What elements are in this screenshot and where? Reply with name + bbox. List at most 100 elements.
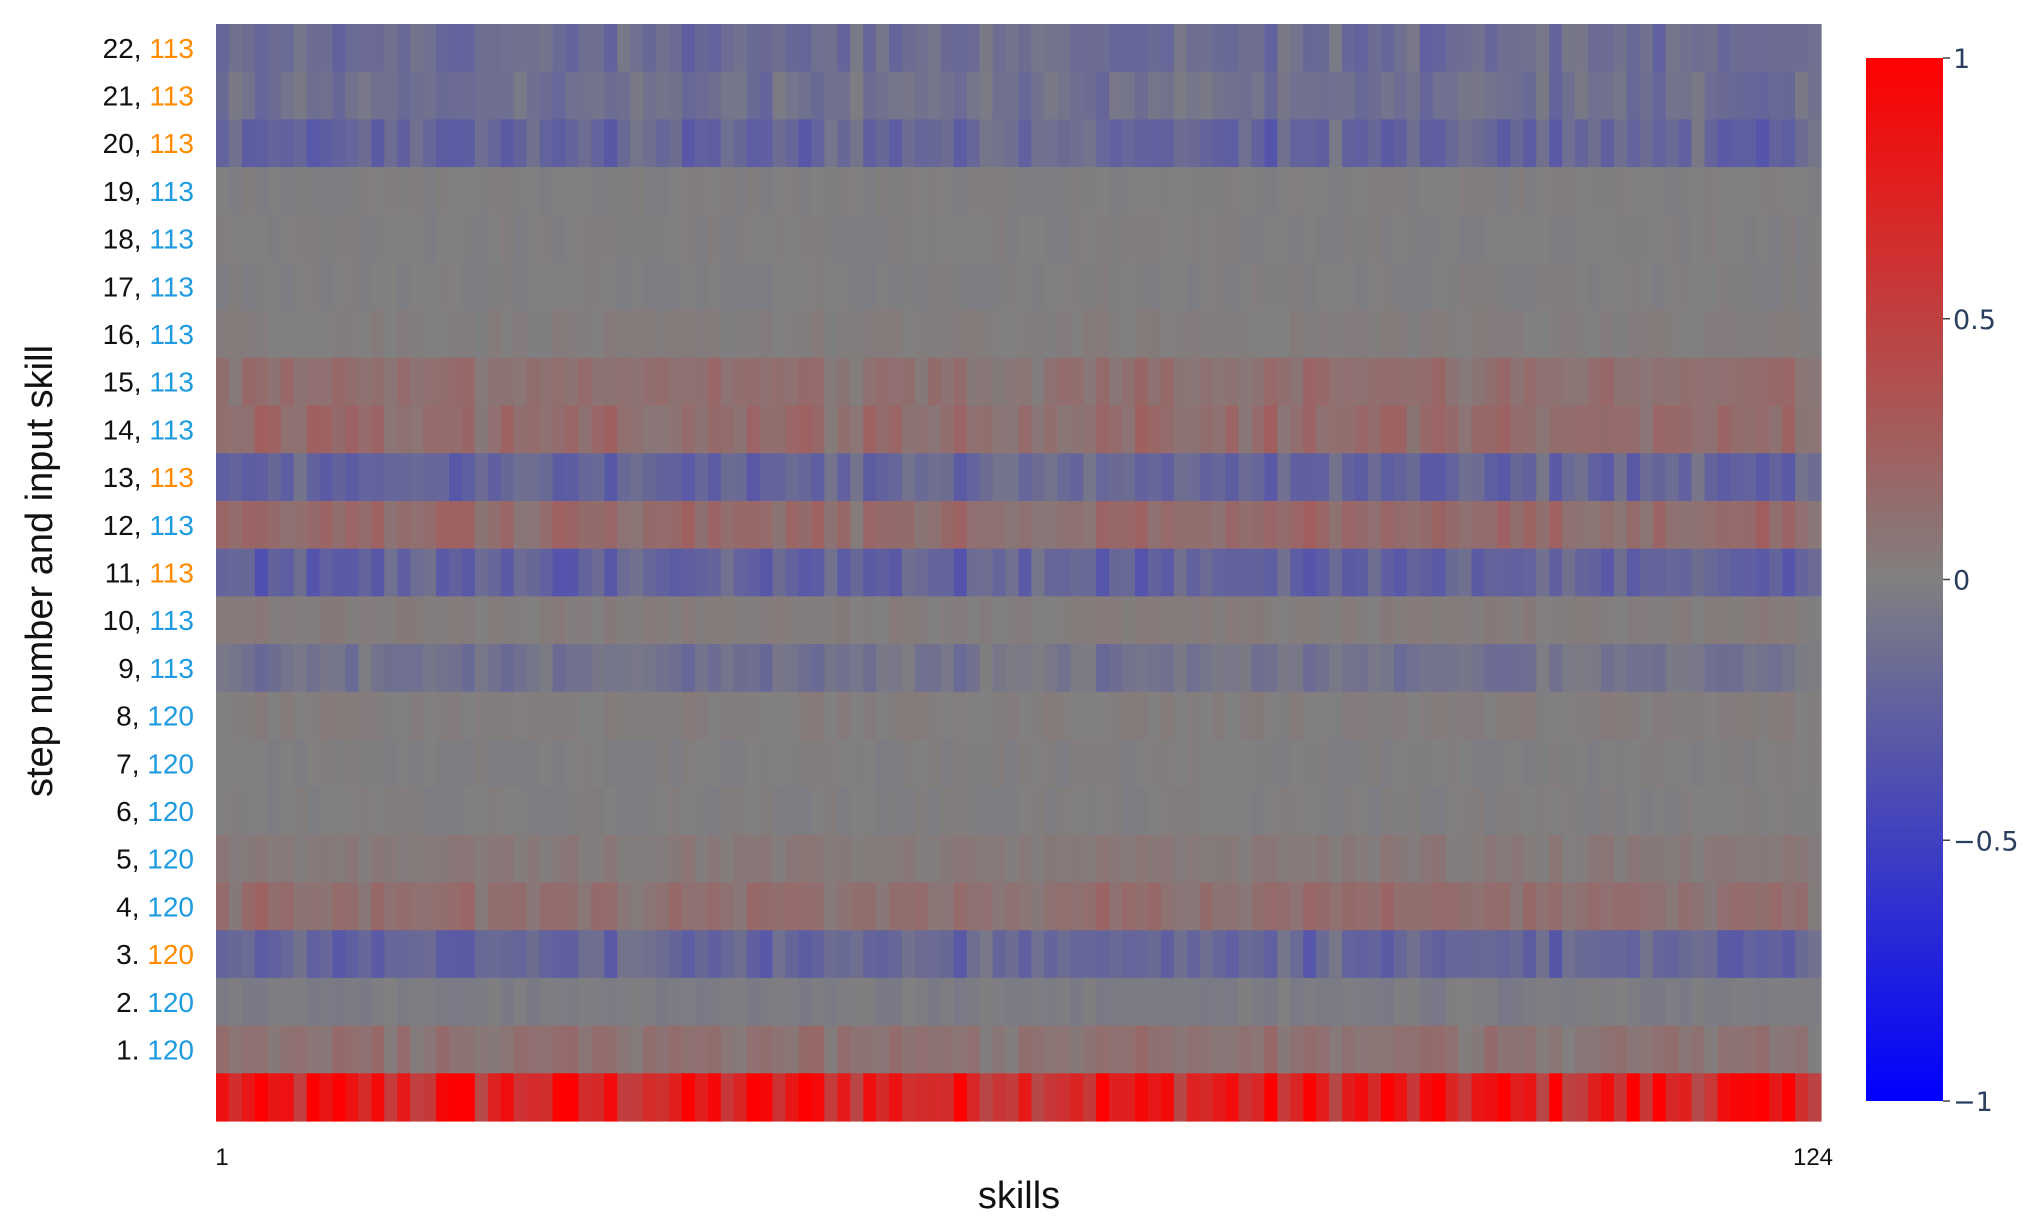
heatmap-cell xyxy=(241,548,256,597)
heatmap-cell xyxy=(280,214,295,264)
heatmap-cell xyxy=(216,310,230,359)
heatmap-cell xyxy=(604,119,618,168)
heatmap-cell xyxy=(228,24,243,73)
heatmap-cell xyxy=(1652,453,1667,502)
heatmap-cell xyxy=(1795,357,1809,407)
heatmap-cell xyxy=(319,500,334,550)
row-label: 18, 113 xyxy=(103,224,194,255)
heatmap-cell xyxy=(1316,834,1330,884)
heatmap-cell xyxy=(1717,1073,1731,1122)
heatmap-cell xyxy=(1588,310,1602,359)
heatmap-cell xyxy=(604,1073,618,1122)
heatmap-cell xyxy=(850,119,864,168)
heatmap-cell xyxy=(953,1073,968,1122)
heatmap-cell xyxy=(681,1073,696,1122)
heatmap-cell xyxy=(1380,357,1395,407)
heatmap-cell xyxy=(1122,787,1136,836)
heatmap-cell xyxy=(837,1073,851,1122)
heatmap-cell xyxy=(1134,357,1149,407)
heatmap-cell xyxy=(1795,644,1809,693)
heatmap-cell xyxy=(966,71,981,120)
heatmap-cell xyxy=(979,71,994,120)
heatmap-cell xyxy=(410,1073,424,1122)
heatmap-cell xyxy=(1704,834,1719,884)
heatmap-cell xyxy=(1070,1073,1084,1122)
heatmap-cell xyxy=(397,405,411,454)
heatmap-cell xyxy=(656,310,670,359)
heatmap-cell xyxy=(746,787,761,836)
heatmap-cell xyxy=(630,500,644,550)
heatmap-cell xyxy=(837,310,851,359)
heatmap-cell xyxy=(889,644,903,693)
heatmap-cell xyxy=(306,405,321,454)
heatmap-cell xyxy=(914,214,929,264)
heatmap-cell xyxy=(1199,71,1214,120)
heatmap-cell xyxy=(500,262,515,311)
heatmap-cell xyxy=(1497,119,1511,168)
heatmap-cell xyxy=(591,834,605,884)
heatmap-cell xyxy=(669,500,683,550)
heatmap-cell xyxy=(1432,71,1447,120)
heatmap-cell xyxy=(785,262,800,311)
heatmap-cell xyxy=(591,977,605,1027)
heatmap-cell xyxy=(552,119,567,168)
heatmap-cell xyxy=(280,167,295,216)
heatmap-cell xyxy=(1782,119,1796,168)
heatmap-cell xyxy=(694,214,709,264)
heatmap-cell xyxy=(448,930,463,979)
heatmap-cell xyxy=(927,214,942,264)
heatmap-cell xyxy=(332,262,347,311)
heatmap-cell xyxy=(1795,1073,1809,1122)
heatmap-cell xyxy=(1031,834,1045,884)
heatmap-cell xyxy=(1264,691,1278,741)
heatmap-cell xyxy=(1380,167,1395,216)
row-step-number: 2. xyxy=(116,987,147,1018)
heatmap-cell xyxy=(1704,596,1719,645)
heatmap-cell xyxy=(1743,1073,1757,1122)
heatmap-cell xyxy=(1523,357,1537,407)
heatmap-cell xyxy=(1277,596,1291,645)
heatmap-cell xyxy=(397,119,411,168)
heatmap-cell xyxy=(1549,834,1563,884)
heatmap-cell xyxy=(332,357,347,407)
heatmap-cell xyxy=(1665,691,1680,741)
heatmap-cell xyxy=(526,1073,541,1122)
heatmap-cell xyxy=(681,739,696,788)
heatmap-cell xyxy=(474,930,489,979)
heatmap-cell xyxy=(526,739,541,788)
heatmap-cell xyxy=(1316,167,1330,216)
heatmap-cell xyxy=(733,1025,748,1074)
heatmap-cell xyxy=(1523,930,1537,979)
heatmap-cell xyxy=(902,930,916,979)
heatmap-cell xyxy=(1303,787,1317,836)
heatmap-cell xyxy=(1445,882,1460,931)
heatmap-cell xyxy=(927,500,942,550)
heatmap-cell xyxy=(1782,548,1796,597)
heatmap-cell xyxy=(254,1025,269,1074)
heatmap-cell xyxy=(617,167,631,216)
heatmap-cell xyxy=(358,357,372,407)
heatmap-cell xyxy=(927,977,942,1027)
heatmap-cell xyxy=(1704,1073,1719,1122)
row-step-number: 3. xyxy=(116,939,147,970)
heatmap-cell xyxy=(979,739,994,788)
heatmap-cell xyxy=(397,834,411,884)
heatmap-cell xyxy=(1406,214,1421,264)
heatmap-cell xyxy=(694,310,709,359)
heatmap-cell xyxy=(1083,71,1097,120)
heatmap-cell xyxy=(358,119,372,168)
heatmap-cell xyxy=(1303,214,1317,264)
heatmap-cell xyxy=(1186,500,1201,550)
heatmap-cell xyxy=(526,882,541,931)
heatmap-cell xyxy=(578,310,592,359)
heatmap-cell xyxy=(759,787,774,836)
heatmap-cell xyxy=(461,977,476,1027)
heatmap-cell xyxy=(254,739,269,788)
heatmap-cell xyxy=(1471,787,1486,836)
heatmap-cell xyxy=(902,214,916,264)
heatmap-cell xyxy=(863,119,877,168)
heatmap-cell xyxy=(591,167,605,216)
heatmap-cell xyxy=(1380,24,1395,73)
heatmap-cell xyxy=(293,167,308,216)
